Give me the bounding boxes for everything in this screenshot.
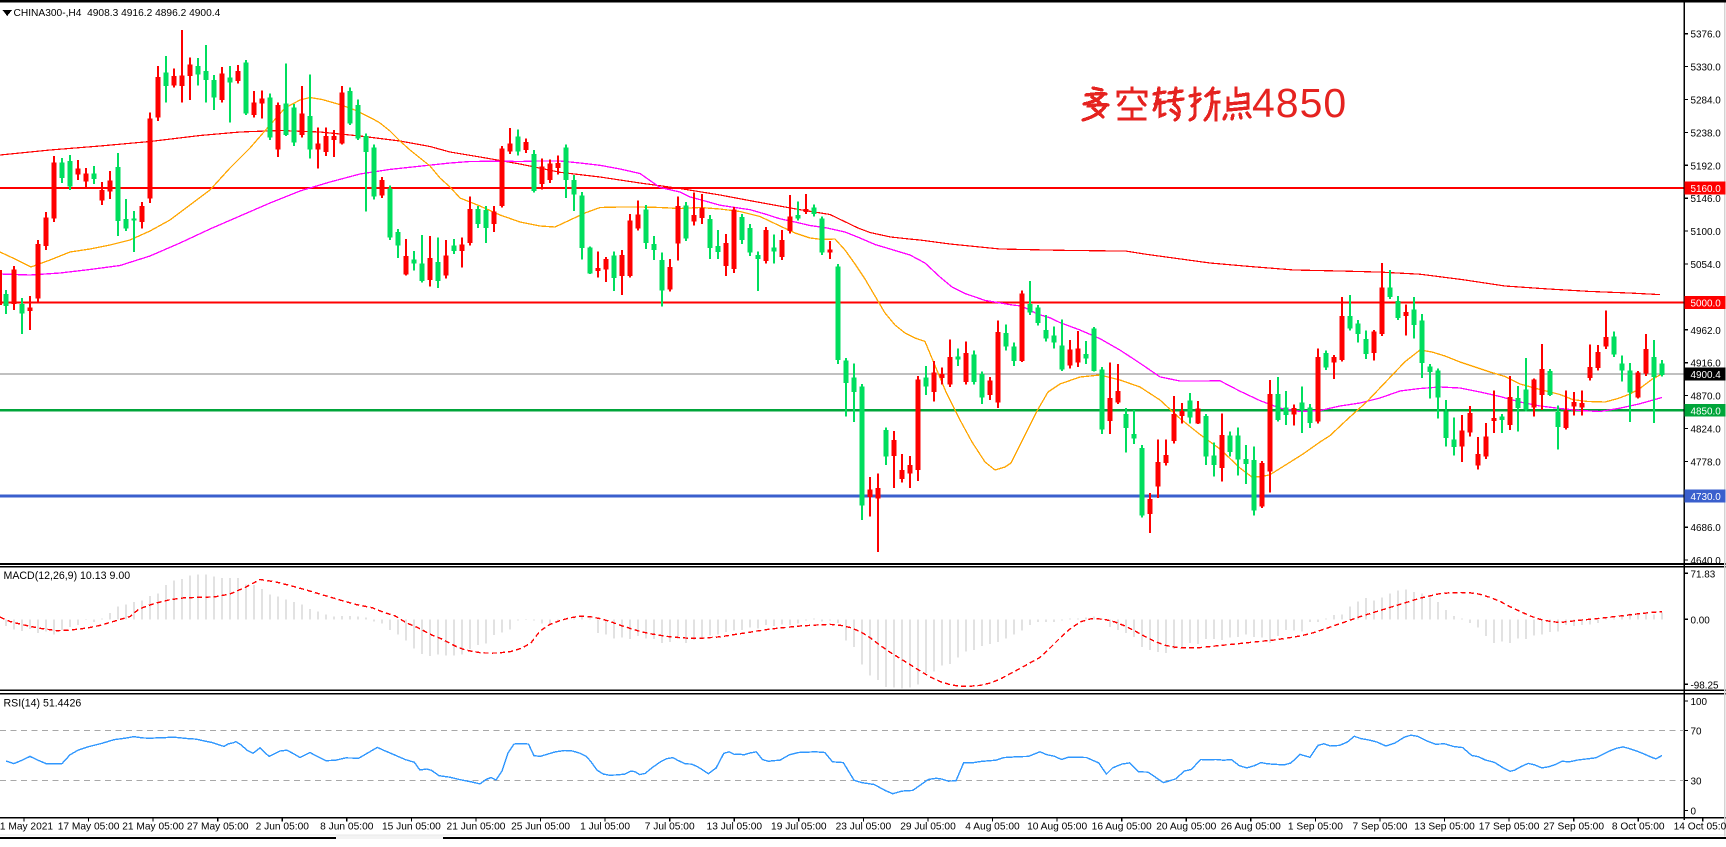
svg-text:0.00: 0.00	[1691, 615, 1711, 626]
svg-text:7 Jul 05:00: 7 Jul 05:00	[645, 822, 695, 833]
svg-text:4962.0: 4962.0	[1691, 326, 1722, 337]
svg-text:15 Jun 05:00: 15 Jun 05:00	[382, 822, 441, 833]
svg-text:4686.0: 4686.0	[1691, 523, 1722, 534]
svg-text:CHINA300-,H4 4908.3 4916.2 48: CHINA300-,H4 4908.3 4916.2 4896.2 4900.4	[14, 8, 221, 19]
svg-text:4850.0: 4850.0	[1691, 406, 1722, 417]
svg-text:5160.0: 5160.0	[1691, 184, 1722, 195]
svg-text:5054.0: 5054.0	[1691, 260, 1722, 271]
svg-text:5376.0: 5376.0	[1691, 30, 1722, 41]
svg-text:MACD(12,26,9) 10.13 9.00: MACD(12,26,9) 10.13 9.00	[4, 570, 131, 582]
svg-text:70: 70	[1691, 727, 1702, 738]
svg-text:5192.0: 5192.0	[1691, 161, 1722, 172]
svg-text:11 May 2021: 11 May 2021	[0, 822, 53, 833]
svg-text:25 Jun 05:00: 25 Jun 05:00	[511, 822, 570, 833]
svg-text:8 Oct 05:00: 8 Oct 05:00	[1612, 822, 1665, 833]
svg-text:5330.0: 5330.0	[1691, 63, 1722, 74]
svg-text:17 Sep 05:00: 17 Sep 05:00	[1479, 822, 1540, 833]
svg-text:71.83: 71.83	[1691, 569, 1716, 580]
svg-text:4824.0: 4824.0	[1691, 425, 1722, 436]
svg-text:30: 30	[1691, 777, 1702, 788]
svg-text:4870.0: 4870.0	[1691, 392, 1722, 403]
svg-text:4916.0: 4916.0	[1691, 359, 1722, 370]
svg-text:27 Sep 05:00: 27 Sep 05:00	[1543, 822, 1604, 833]
svg-text:4778.0: 4778.0	[1691, 457, 1722, 468]
svg-text:RSI(14) 51.4426: RSI(14) 51.4426	[4, 697, 82, 709]
svg-text:29 Jul 05:00: 29 Jul 05:00	[900, 822, 956, 833]
svg-text:10 Aug 05:00: 10 Aug 05:00	[1027, 822, 1087, 833]
svg-text:5146.0: 5146.0	[1691, 194, 1722, 205]
svg-text:4900.4: 4900.4	[1691, 370, 1722, 381]
svg-text:26 Aug 05:00: 26 Aug 05:00	[1221, 822, 1281, 833]
svg-text:1 Jul 05:00: 1 Jul 05:00	[580, 822, 630, 833]
svg-text:5100.0: 5100.0	[1691, 227, 1722, 238]
svg-text:17 May 05:00: 17 May 05:00	[58, 822, 120, 833]
svg-text:4730.0: 4730.0	[1691, 492, 1722, 503]
svg-text:20 Aug 05:00: 20 Aug 05:00	[1156, 822, 1216, 833]
svg-text:7 Sep 05:00: 7 Sep 05:00	[1353, 822, 1408, 833]
svg-text:5284.0: 5284.0	[1691, 96, 1722, 107]
svg-text:13 Sep 05:00: 13 Sep 05:00	[1414, 822, 1475, 833]
svg-text:27 May 05:00: 27 May 05:00	[187, 822, 249, 833]
svg-text:21 Jun 05:00: 21 Jun 05:00	[447, 822, 506, 833]
svg-text:4640.0: 4640.0	[1691, 556, 1722, 567]
svg-text:-98.25: -98.25	[1691, 680, 1720, 691]
svg-text:23 Jul 05:00: 23 Jul 05:00	[836, 822, 892, 833]
svg-text:19 Jul 05:00: 19 Jul 05:00	[771, 822, 827, 833]
svg-text:2 Jun 05:00: 2 Jun 05:00	[256, 822, 310, 833]
svg-text:8 Jun 05:00: 8 Jun 05:00	[320, 822, 374, 833]
svg-text:5000.0: 5000.0	[1691, 299, 1722, 310]
svg-text:0: 0	[1691, 806, 1697, 817]
svg-text:1 Sep 05:00: 1 Sep 05:00	[1288, 822, 1343, 833]
svg-text:100: 100	[1691, 697, 1708, 708]
svg-text:16 Aug 05:00: 16 Aug 05:00	[1092, 822, 1152, 833]
svg-text:4 Aug 05:00: 4 Aug 05:00	[965, 822, 1020, 833]
svg-text:13 Jul 05:00: 13 Jul 05:00	[707, 822, 763, 833]
svg-text:4850: 4850	[1252, 80, 1347, 126]
svg-text:21 May 05:00: 21 May 05:00	[122, 822, 184, 833]
svg-text:5238.0: 5238.0	[1691, 128, 1722, 139]
svg-text:14 Oct 05:00: 14 Oct 05:00	[1674, 822, 1726, 833]
